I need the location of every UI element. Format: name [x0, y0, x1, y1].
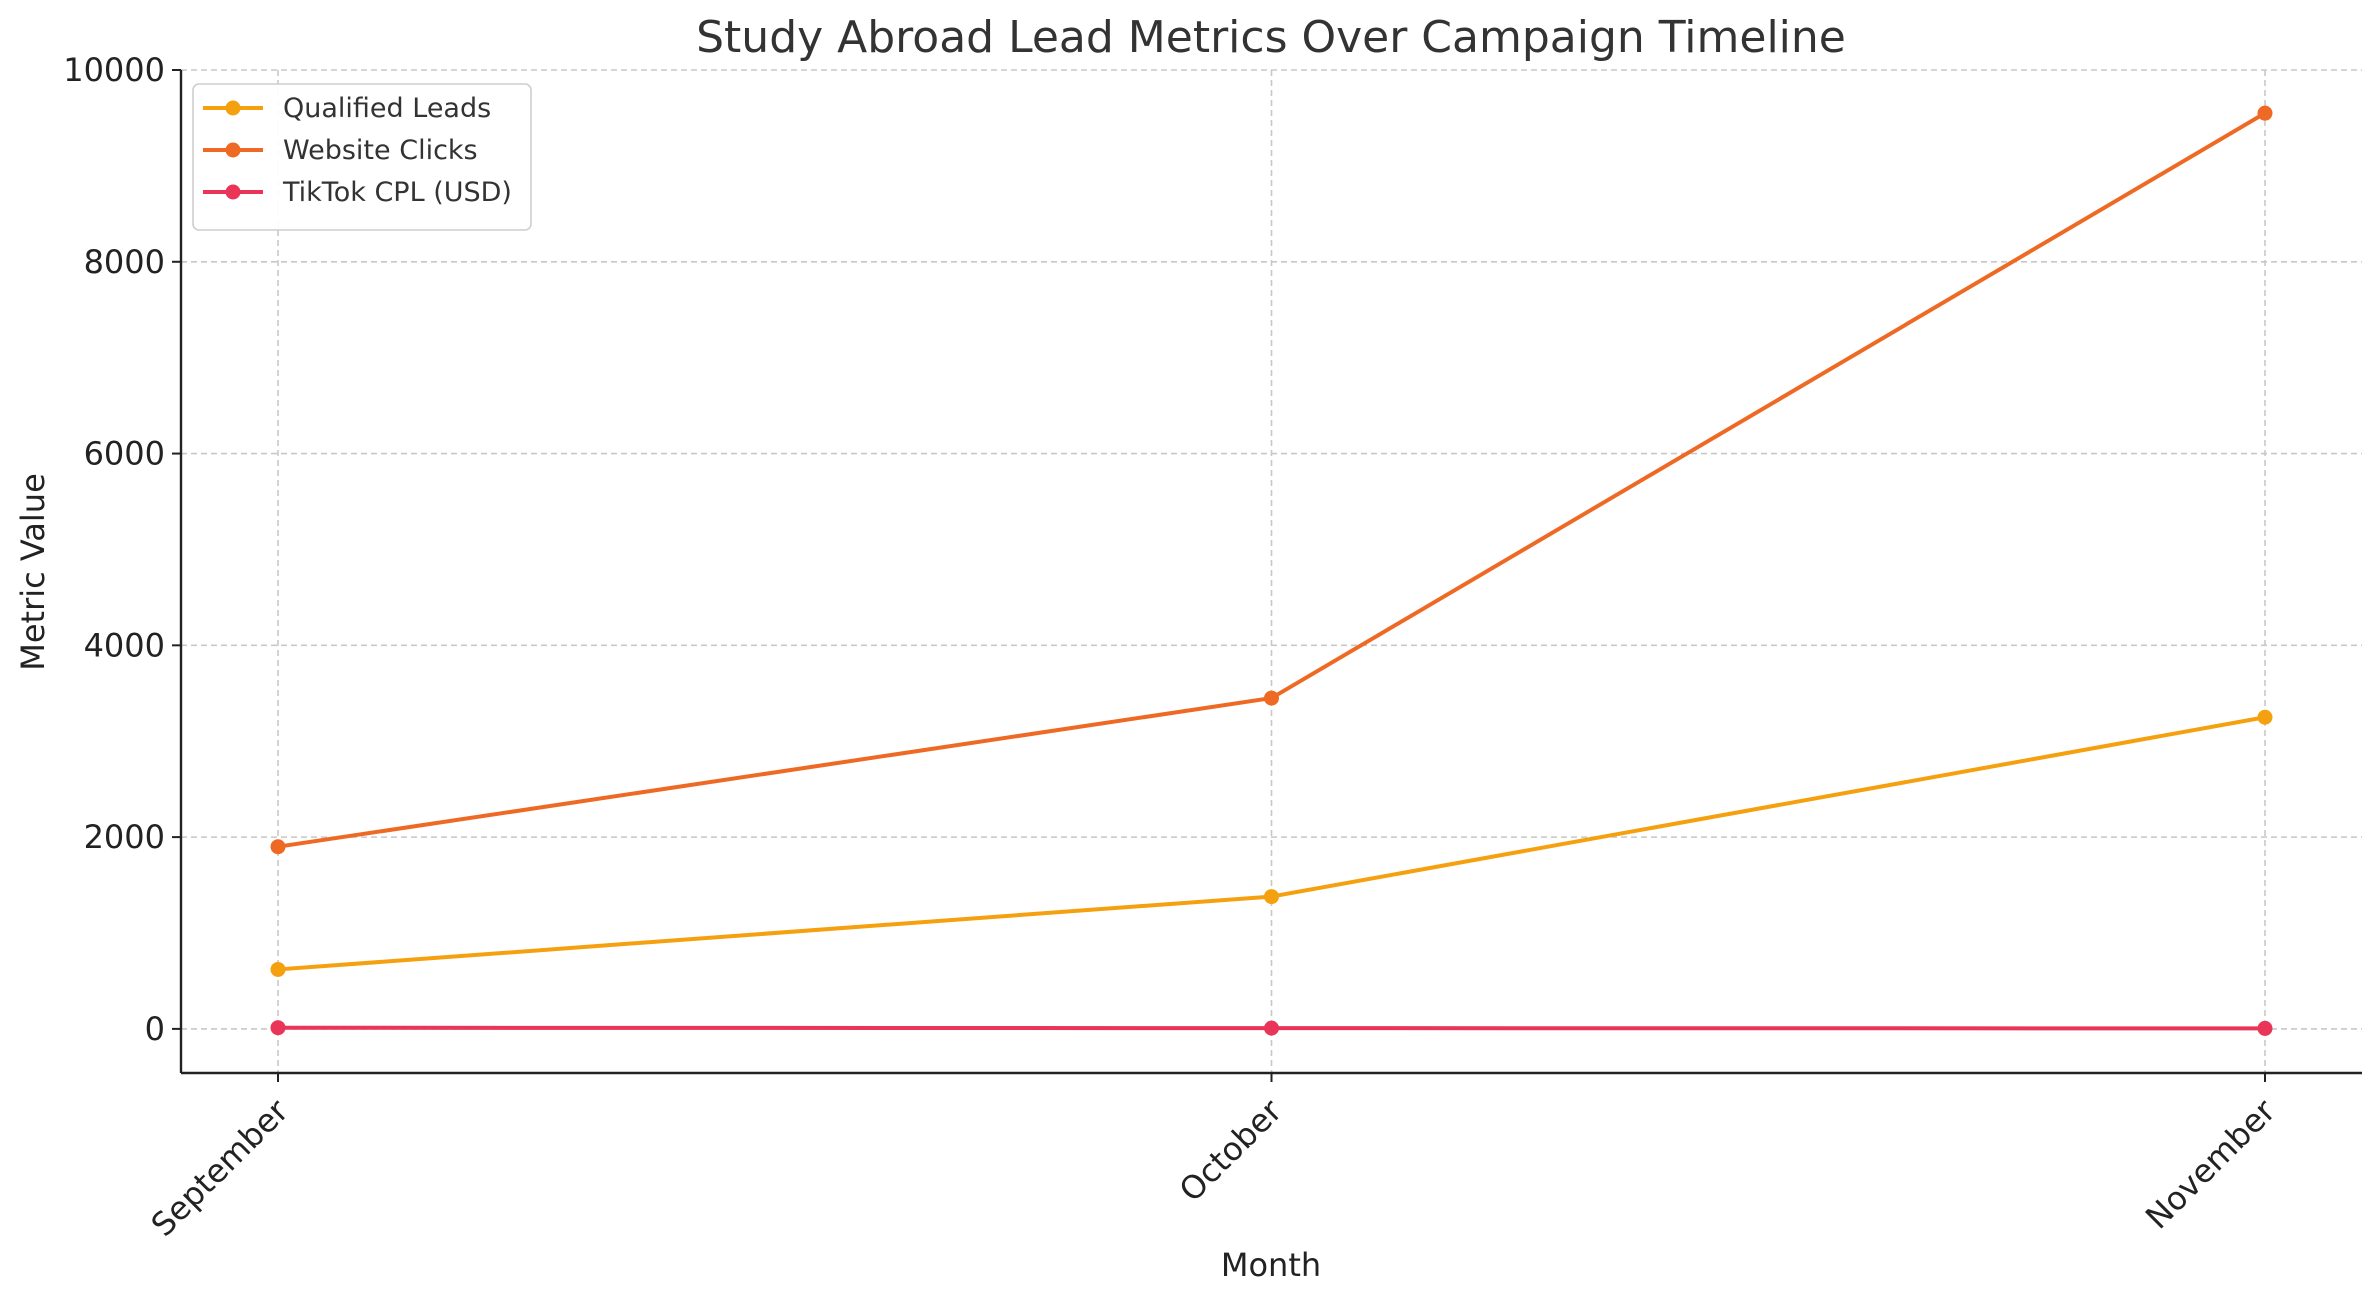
y-tick-label: 6000	[84, 435, 165, 473]
legend-label: Website Clicks	[283, 135, 478, 166]
data-point	[1264, 690, 1279, 706]
series-qualified-leads	[270, 709, 2273, 977]
legend-swatch-marker	[225, 184, 241, 200]
y-tick-label: 4000	[84, 626, 165, 664]
y-tick-label: 10000	[63, 51, 165, 89]
legend-swatch-marker	[225, 100, 241, 116]
grid-layer	[181, 69, 2362, 1073]
y-tick-label: 8000	[84, 243, 165, 281]
series-website-clicks	[270, 105, 2273, 855]
legend: Qualified Leads Website Clicks TikTok CPL …	[192, 83, 532, 231]
x-tick-label: October	[1172, 1091, 1290, 1209]
data-point	[270, 839, 286, 855]
chart-title: Study Abroad Lead Metrics Over Campaign …	[696, 12, 1846, 63]
data-point	[270, 1020, 286, 1036]
labels-layer: Study Abroad Lead Metrics Over Campaign …	[14, 12, 1846, 1284]
data-point	[2257, 709, 2273, 725]
data-point	[270, 961, 286, 977]
data-point	[2257, 105, 2273, 121]
data-point	[1264, 889, 1279, 905]
y-tick-label: 2000	[84, 818, 165, 856]
legend-item: Qualified Leads	[203, 93, 491, 124]
legend-item: Website Clicks	[203, 135, 478, 166]
x-tick-label: November	[2138, 1091, 2283, 1236]
x-tick-label: September	[144, 1091, 297, 1244]
series-tiktok-cpl-usd	[270, 1020, 2273, 1036]
x-axis-label: Month	[1221, 1246, 1321, 1284]
legend-swatch-marker	[225, 142, 241, 158]
y-axis-label: Metric Value	[14, 473, 52, 671]
legend-label: Qualified Leads	[283, 93, 491, 124]
legend-label: TikTok CPL (USD)	[282, 177, 512, 208]
data-point	[2257, 1020, 2273, 1036]
legend-item: TikTok CPL (USD)	[203, 177, 512, 208]
series-layer	[270, 105, 2273, 1036]
data-point	[1264, 1020, 1279, 1036]
legend-box	[192, 83, 532, 231]
y-tick-label: 0	[145, 1010, 165, 1048]
